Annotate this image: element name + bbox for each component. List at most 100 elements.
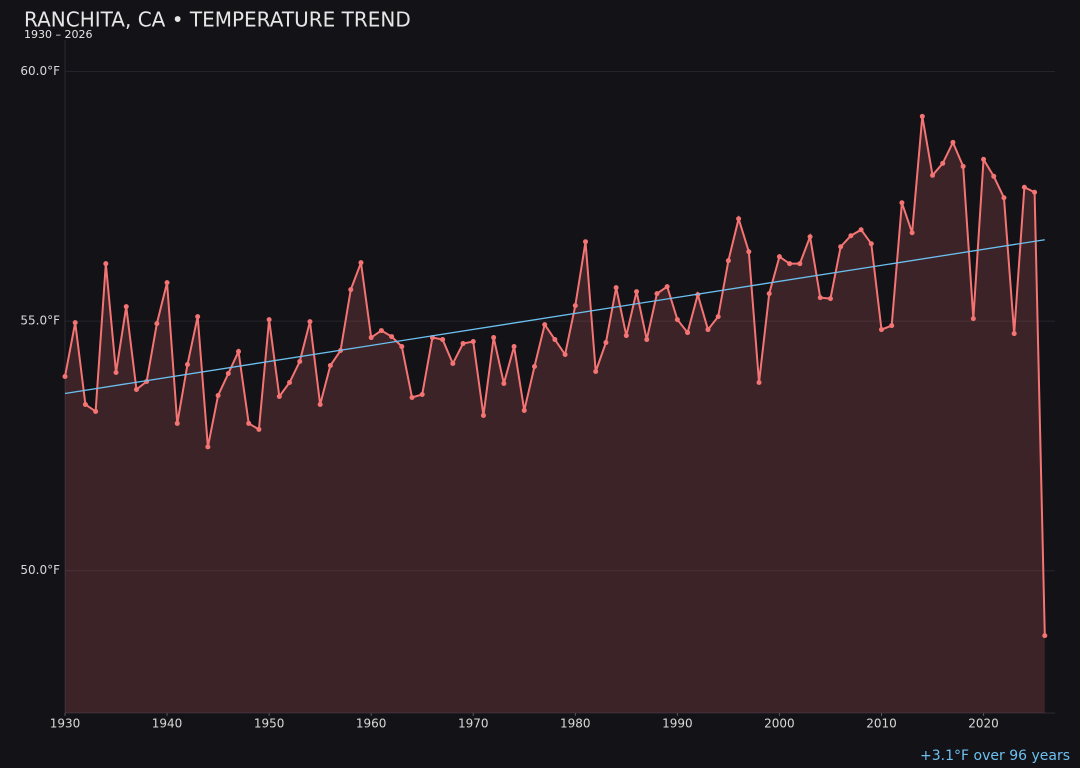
point bbox=[664, 284, 670, 290]
point bbox=[327, 363, 333, 369]
point bbox=[225, 371, 231, 377]
point bbox=[950, 139, 956, 145]
area-fill bbox=[65, 116, 1045, 714]
point bbox=[889, 323, 895, 329]
point bbox=[797, 261, 803, 267]
point bbox=[603, 340, 609, 346]
point bbox=[674, 317, 680, 323]
y-tick-label: 60.0°F bbox=[20, 64, 60, 78]
point bbox=[970, 316, 976, 322]
point bbox=[940, 160, 946, 166]
x-tick-label: 1970 bbox=[458, 717, 489, 731]
point bbox=[236, 349, 242, 355]
point bbox=[623, 333, 629, 339]
x-tick-label: 1940 bbox=[152, 717, 183, 731]
point bbox=[685, 330, 691, 336]
point bbox=[899, 200, 905, 206]
point bbox=[348, 287, 354, 293]
point bbox=[103, 261, 109, 267]
x-tick-label: 1950 bbox=[254, 717, 285, 731]
point bbox=[593, 369, 599, 375]
point bbox=[389, 334, 395, 340]
x-tick-label: 1960 bbox=[356, 717, 387, 731]
point bbox=[276, 393, 282, 399]
point bbox=[93, 408, 99, 414]
point bbox=[521, 407, 527, 413]
point bbox=[297, 359, 303, 365]
point bbox=[848, 233, 854, 239]
y-tick-label: 55.0°F bbox=[20, 314, 60, 328]
point bbox=[123, 304, 129, 310]
point bbox=[725, 258, 731, 264]
point bbox=[1021, 184, 1027, 190]
point bbox=[930, 172, 936, 178]
point bbox=[174, 420, 180, 426]
x-tick-label: 1990 bbox=[662, 717, 693, 731]
x-tick-label: 2000 bbox=[764, 717, 795, 731]
point bbox=[776, 254, 782, 260]
point bbox=[746, 249, 752, 255]
point bbox=[827, 296, 833, 302]
point bbox=[154, 321, 160, 327]
point bbox=[470, 339, 476, 345]
point bbox=[531, 364, 537, 370]
point bbox=[113, 370, 119, 376]
point bbox=[215, 392, 221, 398]
point bbox=[368, 335, 374, 341]
point bbox=[960, 163, 966, 169]
point bbox=[491, 335, 497, 341]
point bbox=[82, 401, 88, 407]
point bbox=[62, 374, 68, 380]
point bbox=[909, 230, 915, 236]
point bbox=[981, 156, 987, 162]
point bbox=[409, 394, 415, 400]
point bbox=[613, 285, 619, 291]
point bbox=[572, 303, 578, 309]
point bbox=[787, 261, 793, 267]
trend-line bbox=[64, 239, 1045, 395]
point bbox=[736, 216, 742, 222]
point bbox=[133, 386, 139, 392]
point bbox=[399, 344, 405, 350]
point bbox=[256, 426, 262, 432]
point bbox=[766, 291, 772, 297]
trend-annotation: +3.1°F over 96 years bbox=[920, 748, 1070, 764]
point bbox=[266, 317, 272, 323]
point bbox=[419, 391, 425, 397]
point bbox=[644, 337, 650, 343]
point bbox=[878, 327, 884, 333]
point bbox=[1042, 633, 1048, 639]
point bbox=[552, 337, 558, 343]
point bbox=[868, 241, 874, 247]
x-tick-label: 1930 bbox=[50, 717, 81, 731]
point bbox=[705, 327, 711, 333]
point bbox=[287, 379, 293, 385]
point bbox=[838, 244, 844, 250]
point bbox=[715, 314, 721, 320]
point bbox=[562, 352, 568, 358]
point bbox=[480, 412, 486, 418]
x-tick-label: 1980 bbox=[560, 717, 591, 731]
point bbox=[164, 280, 170, 286]
point bbox=[450, 361, 456, 367]
point bbox=[358, 260, 364, 266]
point bbox=[756, 379, 762, 385]
point bbox=[501, 380, 507, 386]
x-tick-label: 2010 bbox=[866, 717, 897, 731]
point bbox=[858, 227, 864, 233]
chart-subtitle: 1930 – 2026 bbox=[24, 28, 92, 41]
point bbox=[991, 173, 997, 179]
point bbox=[807, 234, 813, 240]
point bbox=[817, 295, 823, 301]
point bbox=[919, 113, 925, 119]
point bbox=[307, 319, 313, 325]
point bbox=[1011, 331, 1017, 337]
point bbox=[634, 289, 640, 295]
point bbox=[654, 291, 660, 297]
point bbox=[317, 401, 323, 407]
point bbox=[205, 444, 211, 450]
point bbox=[460, 341, 466, 347]
x-tick-label: 2020 bbox=[968, 717, 999, 731]
point bbox=[1001, 195, 1007, 201]
